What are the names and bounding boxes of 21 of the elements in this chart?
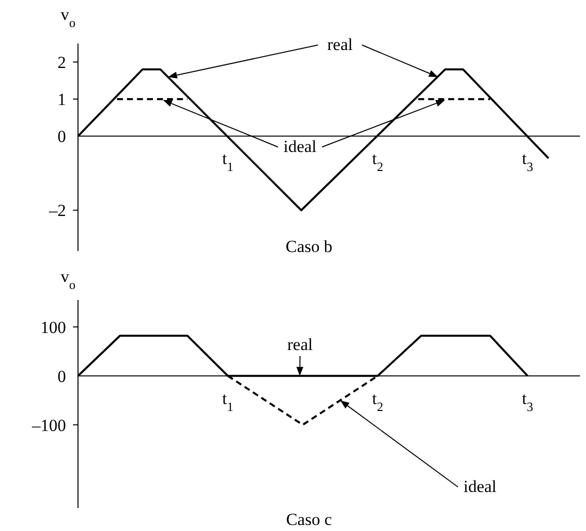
- x-tick-label: t$_{2}$: [372, 388, 384, 414]
- x-tick-label: t$_{3}$: [522, 388, 534, 414]
- y-tick-label: 2: [58, 53, 66, 72]
- text: Caso c: [286, 510, 332, 529]
- y-tick-label: –2: [48, 201, 66, 220]
- y-tick-label: 100: [40, 318, 66, 337]
- text: Caso b: [286, 237, 332, 256]
- x-tick-label: t$_{1}$: [222, 149, 234, 174]
- x-tick-label: t$_{2}$: [372, 149, 384, 174]
- x-tick-label: t$_{1}$: [222, 388, 234, 414]
- y-axis-title: v$_{o}$: [60, 267, 76, 292]
- annotation: real: [327, 35, 354, 54]
- y-tick-label: 0: [58, 127, 66, 146]
- annotation: real: [287, 335, 314, 354]
- y-tick-label: –100: [31, 416, 66, 435]
- y-axis-title: v$_{o}$: [60, 5, 76, 30]
- y-tick-label: 1: [58, 90, 66, 110]
- annotation: ideal: [283, 137, 317, 156]
- x-tick-label: t$_{3}$: [522, 149, 534, 174]
- annotation: ideal: [463, 477, 497, 496]
- y-tick-label: 0: [58, 366, 66, 386]
